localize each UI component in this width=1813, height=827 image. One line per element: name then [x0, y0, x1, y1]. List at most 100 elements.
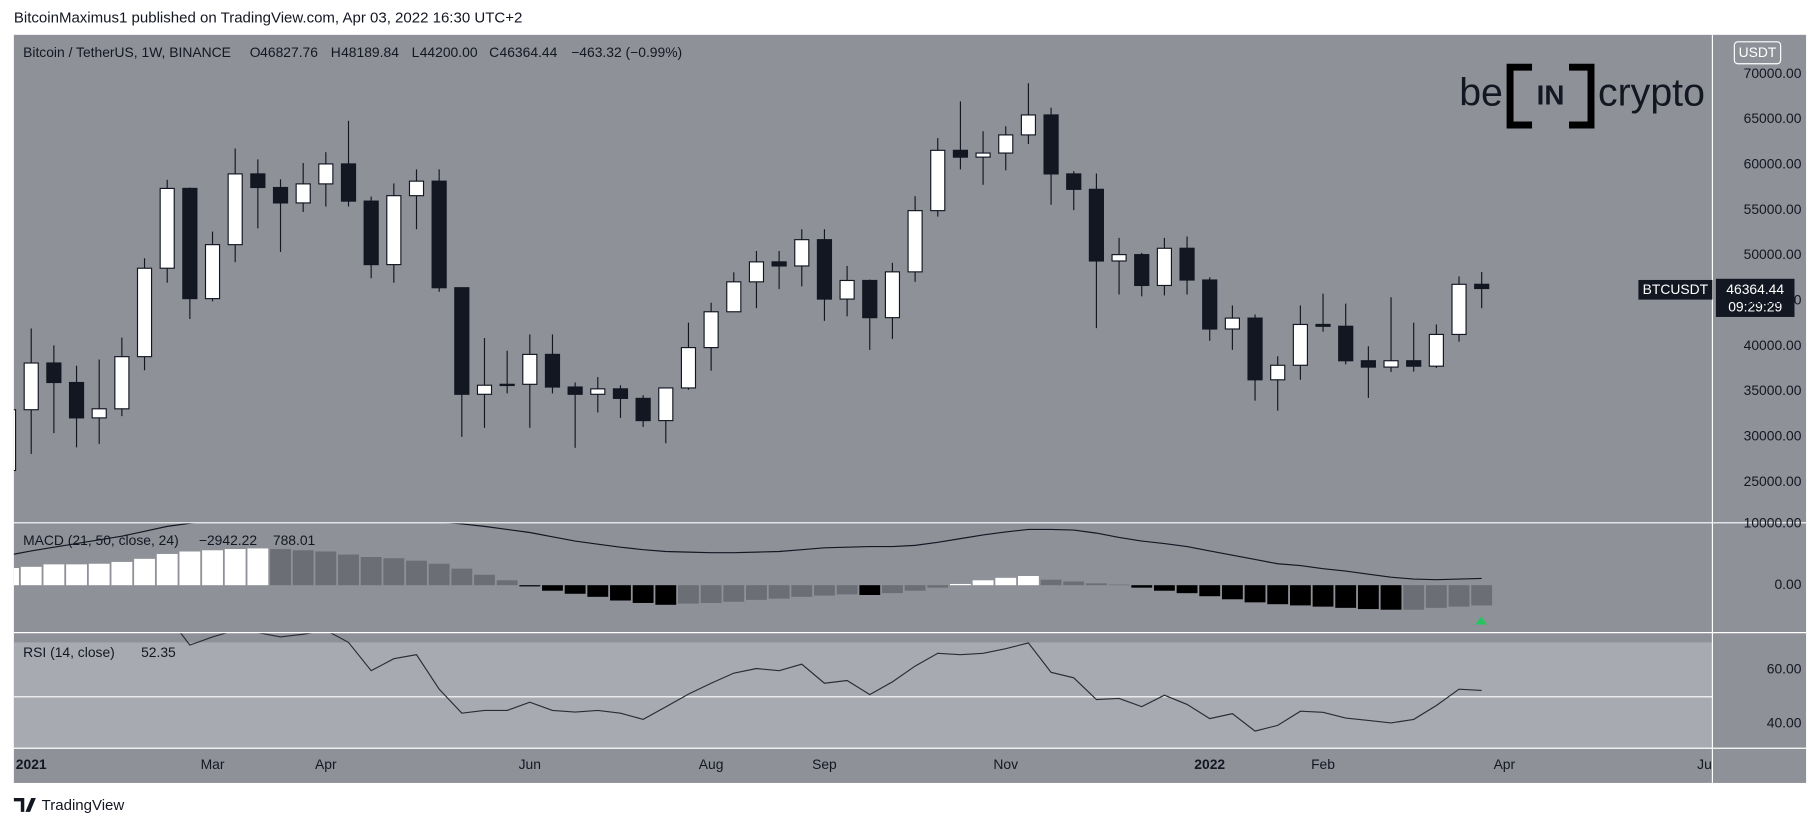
- y-tick-label: 60.00: [1767, 660, 1802, 676]
- candle-body: [272, 186, 289, 204]
- y-tick-label: 35000.00: [1744, 382, 1802, 398]
- ohlc-key: C: [489, 44, 499, 60]
- candle-body: [612, 388, 629, 399]
- currency[interactable]: USDT: [1739, 44, 1777, 60]
- histogram-bar: [927, 585, 949, 588]
- macd-pane: [13, 522, 1493, 610]
- histogram-bar: [156, 553, 178, 586]
- histogram-bar: [1063, 581, 1085, 586]
- histogram-bar: [1312, 585, 1334, 607]
- histogram-bar: [1357, 585, 1379, 610]
- candle-body: [1179, 247, 1195, 281]
- histogram-bar: [224, 549, 246, 586]
- y-tick-label: 40.00: [1767, 715, 1802, 731]
- histogram-bar: [1199, 585, 1221, 597]
- candle-body: [1383, 360, 1399, 368]
- histogram-bar: [949, 583, 971, 586]
- candle-body: [816, 239, 833, 300]
- candle-body: [136, 267, 153, 358]
- candle-body: [499, 383, 515, 387]
- candle-body: [1451, 283, 1467, 336]
- candle-body: [1202, 279, 1218, 330]
- candle-body: [46, 362, 62, 384]
- candle-body: [250, 173, 266, 189]
- candle-body: [68, 381, 85, 419]
- histogram-bar: [995, 577, 1017, 586]
- candle-body: [1270, 364, 1286, 381]
- y-tick-label: 50000.00: [1744, 246, 1802, 262]
- logo-text: crypto: [1598, 70, 1705, 114]
- x-tick-label: Feb: [1311, 756, 1335, 772]
- histogram-bar: [882, 585, 903, 594]
- candle-body: [884, 271, 901, 319]
- histogram-bar: [1380, 585, 1402, 610]
- footer-brand: TradingView: [42, 797, 125, 814]
- candle-body: [680, 347, 697, 389]
- candle-body: [1043, 114, 1059, 175]
- candle-body: [839, 279, 855, 300]
- rsi-title: RSI (14, close): [23, 644, 115, 660]
- candle-body: [1360, 360, 1376, 368]
- candle-body: [1224, 317, 1240, 330]
- symbol-tag: [1638, 279, 1713, 300]
- candle-body: [522, 353, 538, 385]
- candle-body: [13, 409, 17, 472]
- symbol-title: Bitcoin / TetherUS, 1W, BINANCE: [23, 44, 231, 60]
- histogram-bar: [406, 560, 427, 586]
- candle-body: [567, 386, 583, 395]
- histogram-bar: [360, 557, 382, 586]
- histogram-bar: [292, 550, 314, 586]
- y-tick-label: 25000.00: [1744, 473, 1802, 489]
- histogram-bar: [134, 558, 155, 586]
- candle-body: [23, 362, 39, 411]
- histogram-bar: [678, 585, 699, 604]
- candle-body: [1020, 114, 1037, 136]
- rsi-band: [13, 642, 1713, 749]
- price-tag: [1715, 278, 1795, 317]
- ohlc-value: 48189.84: [341, 44, 399, 60]
- candle-body: [386, 195, 402, 266]
- y-tick-label: 40000.00: [1744, 337, 1802, 353]
- candle-body: [454, 287, 470, 395]
- macd-line: [13, 522, 1482, 581]
- histogram-bar: [1403, 585, 1425, 610]
- histogram-bar: [564, 585, 586, 594]
- y-tick-label: 0.00: [1774, 576, 1801, 592]
- candle-body: [295, 183, 311, 204]
- candle-body: [658, 387, 674, 422]
- histogram-bar: [1244, 585, 1266, 603]
- x-tick-label: Aug: [699, 756, 724, 772]
- histogram-bar: [610, 585, 631, 601]
- currency-box[interactable]: [1733, 41, 1782, 65]
- histogram-bar: [814, 585, 835, 596]
- histogram-bar: [1267, 585, 1289, 605]
- price-pane: [13, 83, 1490, 472]
- ohlc-key: H: [331, 44, 341, 60]
- candle-body: [544, 353, 561, 388]
- candle-body: [1315, 323, 1331, 327]
- countdown: 09:29:29: [1728, 298, 1782, 314]
- candle-body: [930, 149, 946, 212]
- histogram-bar: [1289, 585, 1311, 606]
- candle-body: [408, 180, 425, 197]
- histogram-bar: [383, 558, 405, 586]
- x-tick-label: Sep: [812, 756, 837, 772]
- histogram-bar: [768, 585, 790, 599]
- histogram-bar: [904, 585, 926, 591]
- x-tick-label: 2021: [16, 756, 47, 772]
- histogram-bar: [1448, 585, 1470, 607]
- candle-body: [590, 388, 606, 395]
- published-line: BitcoinMaximus1 published on TradingView…: [14, 10, 522, 27]
- candle-body: [703, 311, 719, 349]
- histogram-bar: [202, 550, 223, 586]
- x-tick-label: Mar: [201, 756, 225, 772]
- candle-body: [114, 356, 130, 410]
- histogram-bar: [587, 585, 609, 597]
- histogram-bar: [428, 563, 450, 586]
- histogram-bar: [1335, 585, 1357, 608]
- candle-body: [1292, 323, 1308, 366]
- histogram-bar: [859, 585, 881, 595]
- candle-body: [1406, 360, 1422, 367]
- histogram-bar: [836, 585, 858, 595]
